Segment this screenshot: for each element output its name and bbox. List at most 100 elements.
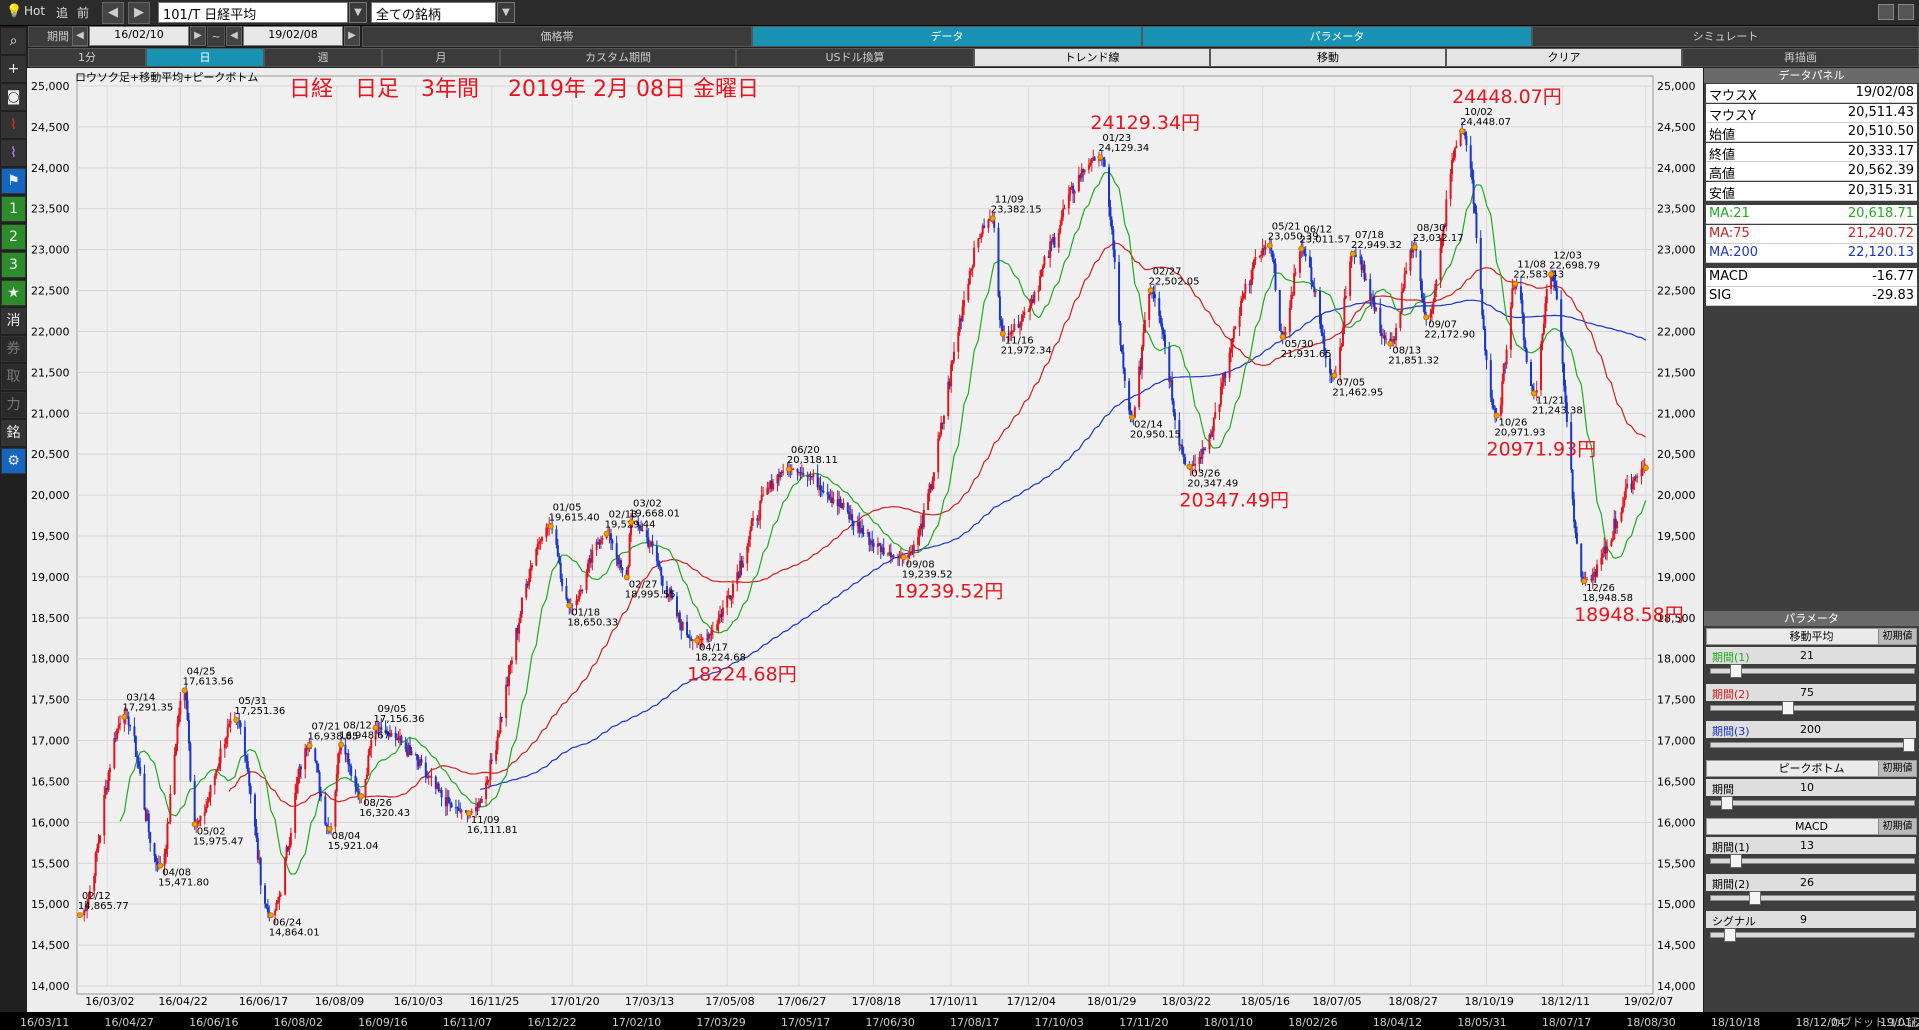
slider-knob[interactable] [1724,928,1737,942]
candle-body [426,777,429,779]
param-value[interactable]: 9 [1800,913,1807,926]
star-icon[interactable]: ★ [1,280,26,306]
bottom-date-label: 18/02/26 [1288,1016,1337,1029]
slider-knob[interactable] [1720,796,1733,810]
param-slider[interactable] [1710,854,1915,868]
date-to-input[interactable]: 19/02/08 [243,26,343,46]
camera-icon[interactable]: ◙ [1,84,26,110]
mae-button[interactable]: 前 [77,6,90,20]
from-prev-icon[interactable]: ◀ [72,26,88,46]
candle-body [538,541,541,544]
candle-body [1574,521,1577,533]
minimize-icon[interactable] [1878,4,1894,20]
gear-icon[interactable]: ⚙ [1,448,26,474]
sidebar-meigara-button[interactable]: 銘 [1,420,26,446]
candle-body [997,227,1000,297]
param-slider[interactable] [1710,738,1915,752]
line-chart-icon[interactable]: ⌇ [1,112,26,138]
preset-1-button[interactable]: 1 [1,196,26,222]
tsui-button[interactable]: 追 [56,6,69,20]
preset-3-button[interactable]: 3 [1,252,26,278]
candle-body [223,743,226,749]
reset-button[interactable]: 初期値 [1878,761,1916,776]
param-value[interactable]: 75 [1800,686,1814,699]
sidebar-chikara-button[interactable]: 力 [1,392,26,418]
slider-knob[interactable] [1730,854,1743,868]
candle-body [1169,379,1172,382]
param-row: 期間(3) 200 [1706,721,1916,738]
candle-body [506,684,509,686]
close-icon[interactable] [1898,4,1914,20]
candle-body [1455,145,1458,149]
crosshair-icon[interactable]: + [1,56,26,82]
peak-value-label: 18,948.58 [1582,593,1633,604]
candle-body [479,801,482,803]
param-value[interactable]: 200 [1800,723,1821,736]
sidebar-ken-button[interactable]: 券 [1,336,26,362]
bulb-icon[interactable]: 💡 [6,4,23,19]
param-slider[interactable] [1710,701,1915,715]
candle-body [830,497,833,503]
tab-data[interactable]: データ [752,26,1142,47]
slider-knob[interactable] [1903,738,1915,752]
preset-2-button[interactable]: 2 [1,224,26,250]
y-tick-label: 14,000 [31,980,70,993]
slider-knob[interactable] [1782,701,1795,715]
candle-body [641,530,644,532]
search-icon[interactable]: ⌕ [1,28,26,54]
candle-body [1219,386,1222,405]
date-from-input[interactable]: 16/02/10 [89,26,189,46]
chart-area[interactable]: 25,000 24,500 24,000 23,500 23,000 22,500 22,0… [27,68,1703,1012]
redraw-button[interactable]: 再描画 [1682,48,1919,67]
param-slider[interactable] [1710,796,1915,810]
indicator-icon[interactable]: ⌇ [1,140,26,166]
peak-value-label: 23,050.39 [1268,232,1319,243]
peak-date-label: 08/12 [343,721,372,732]
symbol-select[interactable]: 101/T 日経平均 [158,2,348,23]
tab-1min[interactable]: 1分 [28,48,146,67]
peak-value-label: 21,462.95 [1332,387,1383,398]
candle-body [951,360,954,365]
hot-button[interactable]: Hot [24,4,46,18]
tab-monthly[interactable]: 月 [382,48,500,67]
from-next-icon[interactable]: ▶ [190,26,206,46]
to-prev-icon[interactable]: ◀ [226,26,242,46]
param-value[interactable]: 13 [1800,839,1814,852]
next-symbol-icon[interactable]: ▶ [128,2,150,24]
tab-weekly[interactable]: 週 [264,48,382,67]
to-next-icon[interactable]: ▶ [344,26,360,46]
candle-body [777,474,780,478]
param-slider[interactable] [1710,664,1915,678]
prev-symbol-icon[interactable]: ◀ [102,2,124,24]
sidebar-tori-button[interactable]: 取 [1,364,26,390]
param-slider[interactable] [1710,928,1915,942]
sidebar-erase-button[interactable]: 消 [1,308,26,334]
slider-knob[interactable] [1749,891,1762,905]
universe-dropdown-icon[interactable]: ▼ [497,2,515,23]
param-value[interactable]: 26 [1800,876,1814,889]
tab-custom-period[interactable]: カスタム期間 [500,48,736,67]
clear-button[interactable]: クリア [1446,48,1682,67]
candle-body [611,540,614,544]
tab-parameter[interactable]: パラメータ [1142,26,1532,47]
candle-body [406,749,409,756]
reset-button[interactable]: 初期値 [1878,819,1916,834]
param-slider[interactable] [1710,891,1915,905]
tab-kakakutai[interactable]: 価格帯 [362,26,752,47]
trendline-button[interactable]: トレンド線 [974,48,1210,67]
tab-daily[interactable]: 日 [146,48,264,67]
param-value[interactable]: 10 [1800,781,1814,794]
reset-button[interactable]: 初期値 [1878,629,1916,644]
candle-body [137,761,140,768]
slider-knob[interactable] [1730,664,1743,678]
symbol-dropdown-icon[interactable]: ▼ [349,2,367,23]
universe-select[interactable]: 全ての銘柄 [371,2,496,23]
tab-usd-conversion[interactable]: USドル換算 [736,48,974,67]
flag-icon[interactable]: ⚑ [1,168,26,194]
data-panel-value: -16.77 [1872,268,1914,284]
param-value[interactable]: 21 [1800,649,1814,662]
y-tick-label: 22,500 [31,285,70,298]
move-button[interactable]: 移動 [1210,48,1446,67]
price-annotation: 24448.07円 [1452,86,1562,108]
tab-simulate[interactable]: シミュレート [1532,26,1919,47]
